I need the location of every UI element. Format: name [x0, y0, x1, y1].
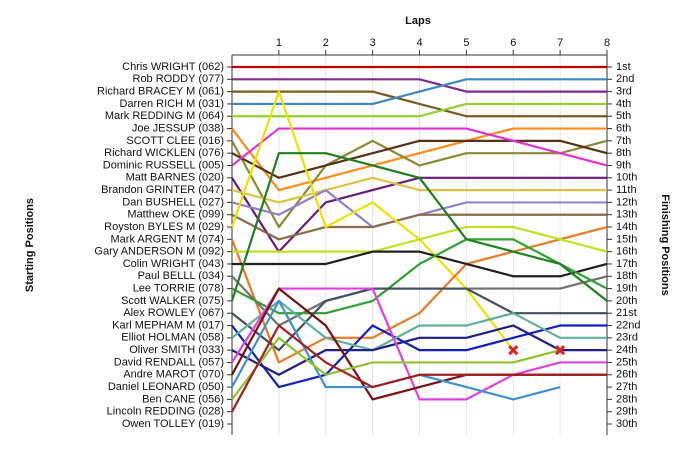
x-tick-label: 6	[510, 37, 516, 49]
finish-label: 27th	[616, 381, 637, 393]
driver-line	[231, 287, 607, 352]
finish-label: 20th	[616, 295, 637, 307]
finish-label: 8th	[616, 147, 631, 159]
driver-line	[231, 336, 561, 401]
driver-line	[231, 176, 607, 204]
start-label: Lee TORRIE (078)	[133, 282, 224, 294]
x-tick-label: 3	[370, 37, 376, 49]
finish-label: 12th	[616, 196, 637, 208]
finish-label: 14th	[616, 221, 637, 233]
driver-line	[232, 225, 608, 253]
start-label: Gary ANDERSON M (092)	[94, 246, 224, 258]
finish-label: 1st	[616, 61, 631, 73]
start-label: Joe JESSUP (038)	[132, 122, 224, 134]
start-label: Dominic RUSSELL (005)	[103, 159, 224, 171]
finish-label: 2nd	[616, 73, 634, 85]
start-label: Royston BYLES M (029)	[104, 221, 224, 233]
x-tick-label: 8	[604, 37, 610, 49]
start-label: Chris WRIGHT (062)	[122, 61, 224, 73]
start-label: Owen TOLLEY (019)	[122, 418, 224, 430]
start-label: Matt BARNES (020)	[126, 172, 224, 184]
finish-label: 10th	[616, 172, 637, 184]
start-label: SCOTT CLEE (016)	[126, 135, 224, 147]
finish-label: 23rd	[616, 332, 638, 344]
finish-label: 11th	[616, 184, 637, 196]
driver-line	[232, 102, 607, 118]
driver-line	[232, 90, 607, 118]
start-label: Richard WICKLEN (076)	[104, 147, 224, 159]
driver-line	[232, 78, 607, 93]
driver-line	[231, 127, 608, 167]
start-label: Mark ARGENT M (074)	[111, 233, 225, 245]
finish-label: 4th	[616, 98, 631, 110]
driver-line	[231, 139, 608, 179]
driver-line	[231, 213, 607, 241]
driver-line	[232, 250, 608, 278]
driver-line	[231, 287, 607, 401]
start-label: Alex ROWLEY (067)	[123, 307, 224, 319]
finish-label: 30th	[616, 418, 637, 430]
finish-label: 5th	[616, 110, 631, 122]
retired-marker	[508, 345, 519, 356]
finish-label: 6th	[616, 122, 631, 134]
x-tick-label: 4	[416, 37, 422, 49]
finish-label: 26th	[616, 369, 637, 381]
start-label: Dan BUSHELL (027)	[122, 196, 224, 208]
start-label: Elliot HOLMAN (058)	[121, 332, 224, 344]
start-label: Ben CANE (056)	[142, 393, 224, 405]
start-label: Rob RODDY (077)	[133, 73, 225, 85]
finish-label: 25th	[616, 356, 637, 368]
start-label: Mark REDDING M (064)	[105, 110, 224, 122]
y-title-right: Finishing Positions	[659, 194, 671, 295]
start-label: Andre MAROT (070)	[123, 369, 224, 381]
y-title-left: Starting Positions	[24, 198, 36, 292]
start-label: Colin WRIGHT (043)	[123, 258, 224, 270]
retired-cross	[555, 345, 566, 356]
retired-cross	[508, 345, 519, 356]
finish-label: 3rd	[616, 86, 632, 98]
finish-label: 9th	[616, 159, 631, 171]
finish-label: 19th	[616, 282, 637, 294]
x-tick-label: 5	[463, 37, 469, 49]
driver-line	[231, 324, 607, 376]
finish-label: 13th	[616, 209, 637, 221]
x-tick-label: 7	[557, 37, 563, 49]
start-label: Oliver SMITH (033)	[129, 344, 224, 356]
start-label: David RENDALL (057)	[114, 356, 224, 368]
driver-line	[232, 78, 607, 106]
chart-title: Laps	[405, 15, 431, 27]
start-label: Darren RICH M (031)	[119, 98, 224, 110]
driver-line	[230, 225, 608, 364]
driver-line	[231, 299, 607, 352]
finish-label: 21st	[616, 307, 637, 319]
x-tick-label: 1	[276, 37, 282, 49]
finish-label: 17th	[616, 258, 637, 270]
finish-label: 15th	[616, 233, 637, 245]
finish-label: 28th	[616, 393, 637, 405]
driver-line	[231, 127, 607, 192]
retired-marker	[555, 345, 566, 356]
finish-label: 7th	[616, 135, 631, 147]
start-label: Matthew OKE (099)	[127, 209, 224, 221]
driver-line	[230, 152, 608, 302]
start-label: Scott WALKER (075)	[121, 295, 224, 307]
x-tick-label: 2	[323, 37, 329, 49]
finish-label: 18th	[616, 270, 637, 282]
finish-label: 16th	[616, 246, 637, 258]
finish-label: 24th	[616, 344, 637, 356]
finish-label: 29th	[616, 406, 637, 418]
start-label: Karl MEPHAM M (017)	[112, 319, 224, 331]
start-label: Brandon GRINTER (047)	[101, 184, 224, 196]
start-label: Daniel LEONARD (050)	[108, 381, 224, 393]
driver-line	[231, 324, 607, 413]
finish-label: 22nd	[616, 319, 640, 331]
start-label: Richard BRACEY M (061)	[97, 86, 224, 98]
start-label: Paul BELLL (034)	[138, 270, 224, 282]
start-label: Lincoln REDDING (028)	[107, 406, 224, 418]
